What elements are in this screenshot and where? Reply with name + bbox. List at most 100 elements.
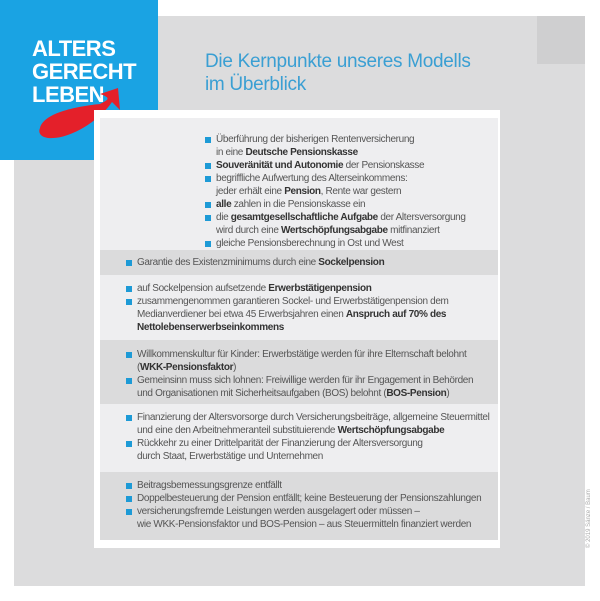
- text: durch Staat, Erwerbstätige und Unternehm…: [137, 451, 323, 462]
- text: Willkommenskultur für Kinder: Erwerbstät…: [137, 349, 467, 360]
- text: (: [137, 362, 140, 373]
- list-item: Willkommenskultur für Kinder: Erwerbstät…: [126, 348, 498, 374]
- list-item-line: Medianverdiener bei etwa 45 Erwerbsjahre…: [137, 308, 498, 321]
- text: zusammengenommen garantieren Sockel- und…: [137, 296, 449, 307]
- section-incentives: Willkommenskultur für Kinder: Erwerbstät…: [100, 340, 498, 404]
- bold-text: gesamtgesellschaftliche Aufgabe: [230, 212, 379, 223]
- bold-text: BOS-Pension: [386, 388, 447, 399]
- list-item-line: Gemeinsinn muss sich lohnen: Freiwillige…: [137, 374, 498, 387]
- section-core: Überführung der bisherigen Rentenversich…: [100, 118, 498, 250]
- text: wie WKK-Pensionsfaktor und BOS-Pension –…: [137, 519, 472, 530]
- list-item-line: begriffliche Aufwertung des Alterseinkom…: [216, 172, 498, 185]
- list-item-line: auf Sockelpension aufsetzende Erwerbstät…: [137, 282, 498, 295]
- list-item: Beitragsbemessungsgrenze entfällt: [126, 479, 498, 492]
- bullet-icon: [205, 215, 211, 221]
- text: Gemeinsinn muss sich lohnen: Freiwillige…: [137, 375, 474, 386]
- text: Rückkehr zu einer Drittelparität der Fin…: [137, 438, 423, 449]
- bullet-icon: [126, 378, 132, 384]
- corner-square: [537, 16, 585, 64]
- list-item: die gesamtgesellschaftliche Aufgabe der …: [205, 211, 498, 237]
- list-item-line: Nettolebenserwerbseinkommens: [137, 321, 498, 334]
- text: , Rente war gestern: [320, 186, 402, 197]
- title-line: Die Kernpunkte unseres Modells: [205, 51, 471, 72]
- list-item-line: wie WKK-Pensionsfaktor und BOS-Pension –…: [137, 518, 498, 531]
- text: in eine: [216, 147, 246, 158]
- bullet-icon: [205, 176, 211, 182]
- text: mitfinanziert: [387, 225, 440, 236]
- list-item: Finanzierung der Altersvorsorge durch Ve…: [126, 411, 498, 437]
- bold-text: Nettolebenserwerbseinkommens: [137, 322, 284, 333]
- list-item-line: in eine Deutsche Pensionskasse: [216, 146, 498, 159]
- bullet-icon: [205, 137, 211, 143]
- list-item-line: durch Staat, Erwerbstätige und Unternehm…: [137, 450, 498, 463]
- list-item-line: alle zahlen in die Pensionskasse ein: [216, 198, 498, 211]
- text: jeder erhält eine: [216, 186, 285, 197]
- logo-word: LEBEN: [32, 82, 105, 107]
- text: zahlen in die Pensionskasse ein: [231, 199, 366, 210]
- content-card: Überführung der bisherigen Rentenversich…: [94, 110, 500, 548]
- section-employment-pension: auf Sockelpension aufsetzende Erwerbstät…: [100, 275, 498, 340]
- bold-text: Souveränität und Autonomie: [216, 160, 344, 171]
- section-financing: Finanzierung der Altersvorsorge durch Ve…: [100, 404, 498, 472]
- list-item: zusammengenommen garantieren Sockel- und…: [126, 295, 498, 334]
- bold-text: Deutsche Pensionskasse: [245, 147, 358, 158]
- bullet-icon: [126, 286, 132, 292]
- list-item-line: Souveränität und Autonomie der Pensionsk…: [216, 159, 498, 172]
- title-line: im Überblick: [205, 74, 306, 95]
- list-item: auf Sockelpension aufsetzende Erwerbstät…: [126, 282, 498, 295]
- list-item: Doppelbesteuerung der Pension entfällt; …: [126, 492, 498, 505]
- text: Finanzierung der Altersvorsorge durch Ve…: [137, 412, 490, 423]
- bold-text: alle: [216, 199, 232, 210]
- list-item-line: zusammengenommen garantieren Sockel- und…: [137, 295, 498, 308]
- list-item: versicherungsfremde Leistungen werden au…: [126, 505, 498, 531]
- list-item: alle zahlen in die Pensionskasse ein: [205, 198, 498, 211]
- text: der Altersversorgung: [377, 212, 466, 223]
- list-item-line: und eine den Arbeitnehmeranteil substitu…: [137, 424, 498, 437]
- list-item: gleiche Pensionsberechnung in Ost und We…: [205, 237, 498, 250]
- list-item-line: und Organisationen mit Sicherheitsaufgab…: [137, 387, 498, 400]
- bold-text: Wertschöpfungsabgabe: [281, 225, 388, 236]
- bullet-icon: [126, 441, 132, 447]
- text: ): [446, 388, 450, 399]
- text: gleiche Pensionsberechnung in Ost und We…: [216, 238, 404, 249]
- text: der Pensionskasse: [343, 160, 425, 171]
- list-item-line: jeder erhält eine Pension, Rente war ges…: [216, 185, 498, 198]
- list-item-line: Garantie des Existenzminimums durch eine…: [137, 256, 498, 269]
- list-item-line: Doppelbesteuerung der Pension entfällt; …: [137, 492, 498, 505]
- text: Beitragsbemessungsgrenze entfällt: [137, 480, 282, 491]
- bullet-icon: [205, 202, 211, 208]
- bullet-icon: [126, 496, 132, 502]
- bold-text: Pension: [284, 186, 321, 197]
- bullet-icon: [126, 260, 132, 266]
- section-taxation: Beitragsbemessungsgrenze entfällt Doppelb…: [100, 472, 498, 540]
- list-item: Garantie des Existenzminimums durch eine…: [126, 256, 498, 269]
- text: die: [216, 212, 231, 223]
- section-base-pension: Garantie des Existenzminimums durch eine…: [100, 250, 498, 275]
- text: begriffliche Aufwertung des Alterseinkom…: [216, 173, 408, 184]
- list-item-line: gleiche Pensionsberechnung in Ost und We…: [216, 237, 498, 250]
- list-item: Überführung der bisherigen Rentenversich…: [205, 133, 498, 159]
- bold-text: Sockelpension: [318, 257, 385, 268]
- list-item-line: versicherungsfremde Leistungen werden au…: [137, 505, 498, 518]
- list-item-line: Rückkehr zu einer Drittelparität der Fin…: [137, 437, 498, 450]
- bold-text: Wertschöpfungsabgabe: [337, 425, 445, 436]
- text: Garantie des Existenzminimums durch eine: [137, 257, 319, 268]
- bullet-icon: [126, 299, 132, 305]
- page-title: Die Kernpunkte unseres Modells im Überbl…: [205, 50, 471, 96]
- bullet-icon: [126, 509, 132, 515]
- bullet-icon: [205, 163, 211, 169]
- text: und Organisationen mit Sicherheitsaufgab…: [137, 388, 387, 399]
- text: Medianverdiener bei etwa 45 Erwerbsjahre…: [137, 309, 346, 320]
- copyright: © 2019 Sänze / Baum: [586, 489, 592, 548]
- text: und eine den Arbeitnehmeranteil substitu…: [137, 425, 338, 436]
- list-item-line: Finanzierung der Altersvorsorge durch Ve…: [137, 411, 498, 424]
- text: Doppelbesteuerung der Pension entfällt; …: [137, 493, 482, 504]
- text: ): [233, 362, 237, 373]
- logo-word: ALTERS: [32, 36, 116, 61]
- list-item: begriffliche Aufwertung des Alterseinkom…: [205, 172, 498, 198]
- bullet-icon: [126, 415, 132, 421]
- list-item-line: (WKK-Pensionsfaktor): [137, 361, 498, 374]
- list-item-line: Überführung der bisherigen Rentenversich…: [216, 133, 498, 146]
- text: wird durch eine: [216, 225, 281, 236]
- list-item-line: die gesamtgesellschaftliche Aufgabe der …: [216, 211, 498, 224]
